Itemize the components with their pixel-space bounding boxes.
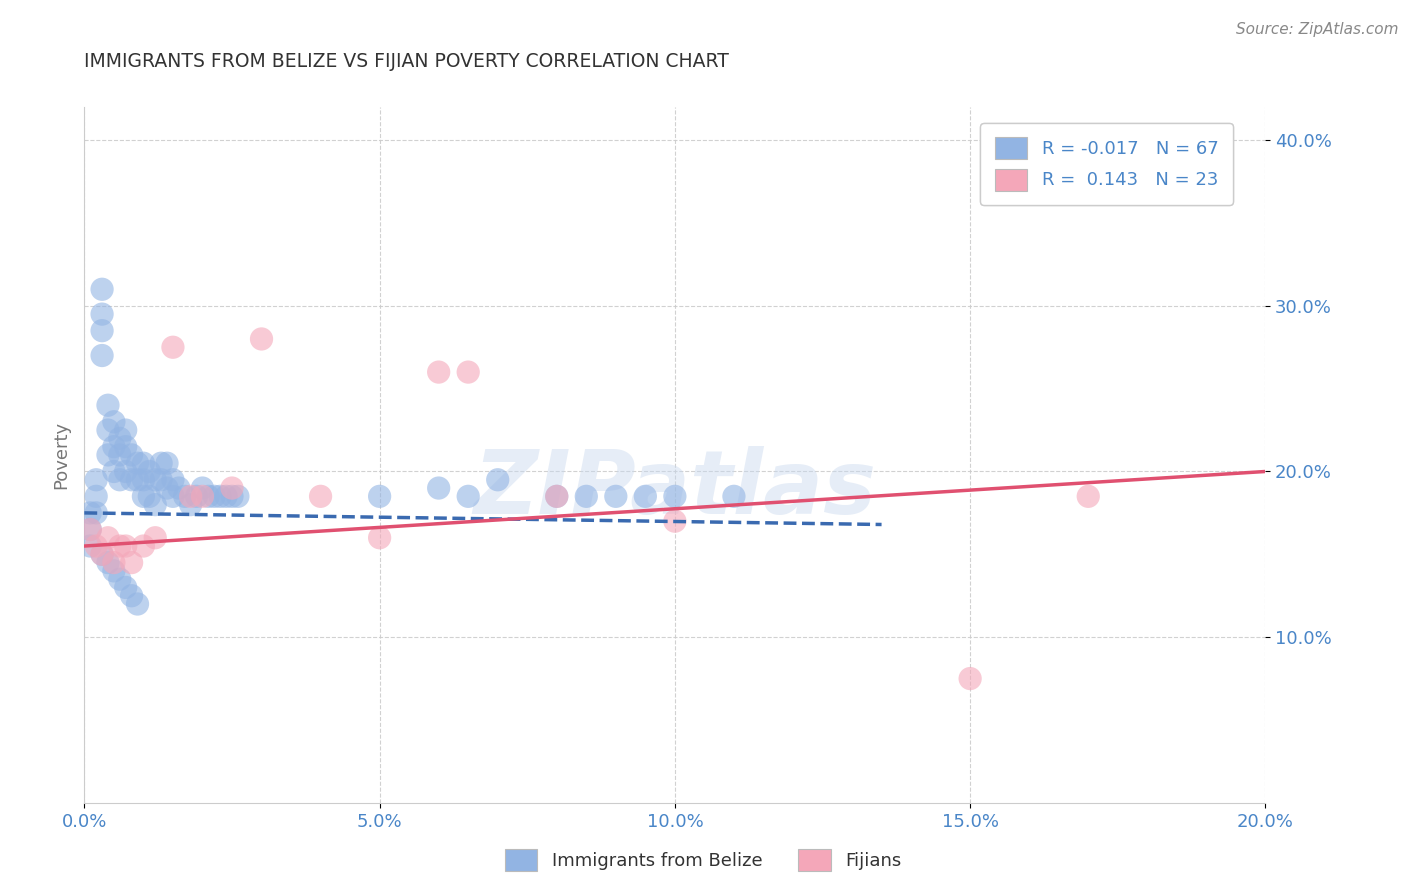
Point xyxy=(138,465,160,479)
Point xyxy=(202,489,225,503)
Point xyxy=(84,539,107,553)
Point xyxy=(97,398,120,412)
Point xyxy=(150,456,173,470)
Legend: Immigrants from Belize, Fijians: Immigrants from Belize, Fijians xyxy=(498,842,908,879)
Point xyxy=(191,481,214,495)
Point xyxy=(97,556,120,570)
Text: IMMIGRANTS FROM BELIZE VS FIJIAN POVERTY CORRELATION CHART: IMMIGRANTS FROM BELIZE VS FIJIAN POVERTY… xyxy=(84,53,730,71)
Y-axis label: Poverty: Poverty xyxy=(52,421,70,489)
Point xyxy=(91,547,114,561)
Point xyxy=(197,489,219,503)
Point xyxy=(91,547,114,561)
Point xyxy=(162,489,184,503)
Point xyxy=(156,456,179,470)
Point xyxy=(162,340,184,354)
Point xyxy=(575,489,598,503)
Point xyxy=(114,440,136,454)
Point xyxy=(121,589,143,603)
Point xyxy=(84,506,107,520)
Point xyxy=(91,349,114,363)
Point xyxy=(103,440,125,454)
Point xyxy=(127,597,149,611)
Point xyxy=(143,473,166,487)
Point xyxy=(191,489,214,503)
Point xyxy=(457,489,479,503)
Point xyxy=(546,489,568,503)
Point xyxy=(84,489,107,503)
Point xyxy=(108,473,131,487)
Point xyxy=(215,489,238,503)
Point xyxy=(91,324,114,338)
Point xyxy=(108,431,131,445)
Point xyxy=(97,531,120,545)
Point xyxy=(97,448,120,462)
Point xyxy=(108,448,131,462)
Point xyxy=(84,473,107,487)
Point xyxy=(723,489,745,503)
Point xyxy=(634,489,657,503)
Point xyxy=(457,365,479,379)
Point xyxy=(97,423,120,437)
Point xyxy=(132,473,155,487)
Point xyxy=(114,465,136,479)
Point xyxy=(138,489,160,503)
Point xyxy=(121,556,143,570)
Point xyxy=(664,489,686,503)
Point xyxy=(143,498,166,512)
Point xyxy=(173,489,195,503)
Point xyxy=(121,473,143,487)
Text: Source: ZipAtlas.com: Source: ZipAtlas.com xyxy=(1236,22,1399,37)
Point xyxy=(91,282,114,296)
Point xyxy=(156,481,179,495)
Point xyxy=(486,473,509,487)
Point xyxy=(186,489,208,503)
Point xyxy=(132,539,155,553)
Point xyxy=(209,489,232,503)
Point xyxy=(143,531,166,545)
Point xyxy=(114,539,136,553)
Point xyxy=(114,423,136,437)
Point xyxy=(108,539,131,553)
Point xyxy=(427,365,450,379)
Text: ZIPatlas: ZIPatlas xyxy=(474,446,876,533)
Point xyxy=(959,672,981,686)
Point xyxy=(150,473,173,487)
Point xyxy=(127,456,149,470)
Point xyxy=(114,581,136,595)
Point xyxy=(368,531,391,545)
Point xyxy=(103,415,125,429)
Point xyxy=(162,473,184,487)
Point xyxy=(79,506,101,520)
Point xyxy=(103,556,125,570)
Point xyxy=(167,481,190,495)
Point xyxy=(79,523,101,537)
Point xyxy=(180,498,202,512)
Point xyxy=(1077,489,1099,503)
Point xyxy=(250,332,273,346)
Point xyxy=(132,456,155,470)
Point xyxy=(103,564,125,578)
Point xyxy=(309,489,332,503)
Point xyxy=(546,489,568,503)
Point xyxy=(368,489,391,503)
Point xyxy=(91,307,114,321)
Point xyxy=(79,523,101,537)
Point xyxy=(221,481,243,495)
Point xyxy=(103,465,125,479)
Point xyxy=(132,489,155,503)
Point xyxy=(605,489,627,503)
Point xyxy=(108,572,131,586)
Point xyxy=(79,539,101,553)
Point xyxy=(664,514,686,528)
Point xyxy=(221,489,243,503)
Point xyxy=(121,448,143,462)
Point xyxy=(127,473,149,487)
Point xyxy=(427,481,450,495)
Legend: R = -0.017   N = 67, R =  0.143   N = 23: R = -0.017 N = 67, R = 0.143 N = 23 xyxy=(980,123,1233,205)
Point xyxy=(180,489,202,503)
Point xyxy=(226,489,249,503)
